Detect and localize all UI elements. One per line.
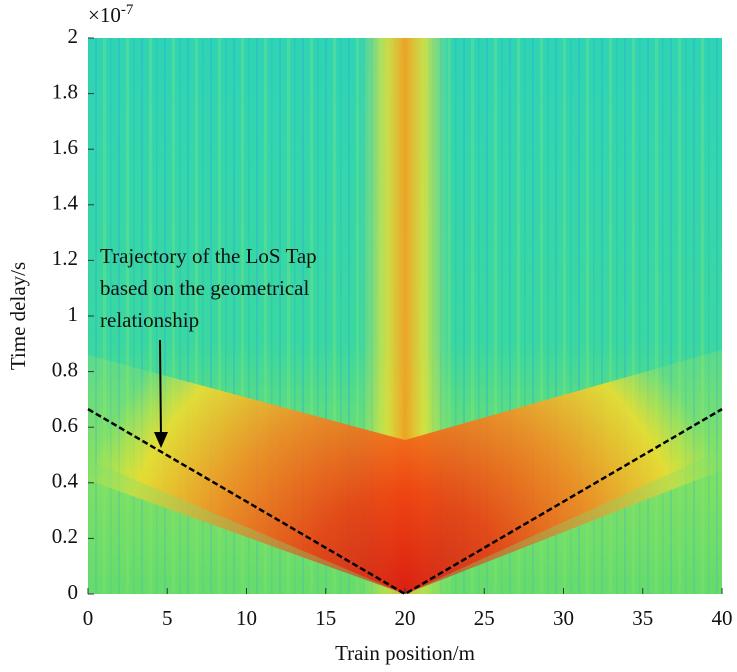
x-tick-label: 35 bbox=[632, 606, 653, 630]
x-tick-label: 40 bbox=[712, 606, 733, 630]
y-tick-label: 1.2 bbox=[52, 246, 78, 270]
y-tick-label: 0.8 bbox=[52, 357, 78, 381]
y-tick-label: 2 bbox=[68, 24, 79, 48]
multiplier-exponent: -7 bbox=[121, 2, 134, 18]
x-tick-label: 10 bbox=[236, 606, 257, 630]
y-tick-label: 0.4 bbox=[52, 469, 79, 493]
y-tick-label: 0 bbox=[68, 580, 79, 604]
annotation-line: relationship bbox=[100, 308, 199, 332]
y-multiplier: ×10-7 bbox=[88, 2, 134, 26]
y-axis-label: Time delay/s bbox=[6, 262, 30, 370]
x-axis-label: Train position/m bbox=[335, 641, 475, 665]
x-tick-label: 5 bbox=[162, 606, 173, 630]
x-tick-label: 0 bbox=[83, 606, 94, 630]
x-tick-label: 30 bbox=[553, 606, 574, 630]
y-tick-label: 1.6 bbox=[52, 135, 78, 159]
x-tick-label: 25 bbox=[474, 606, 495, 630]
trajectory-line bbox=[87, 408, 723, 596]
annotation: Trajectory of the LoS Tap based on the ge… bbox=[100, 244, 317, 332]
y-tick-label: 0.6 bbox=[52, 413, 78, 437]
y-tick-label: 1.4 bbox=[52, 191, 79, 215]
y-tick-label: 1.8 bbox=[52, 79, 78, 103]
multiplier-base: ×10 bbox=[88, 3, 121, 27]
y-tick-label: 1 bbox=[68, 302, 79, 326]
y-tick-label: 0.2 bbox=[52, 524, 78, 548]
arrow-head bbox=[154, 432, 168, 448]
annotation-line: based on the geometrical bbox=[100, 276, 309, 300]
x-tick-label: 15 bbox=[315, 606, 336, 630]
arrow bbox=[159, 339, 162, 441]
heatmap bbox=[88, 38, 722, 594]
annotation-line: Trajectory of the LoS Tap bbox=[100, 244, 317, 268]
x-tick-label: 20 bbox=[395, 606, 416, 630]
